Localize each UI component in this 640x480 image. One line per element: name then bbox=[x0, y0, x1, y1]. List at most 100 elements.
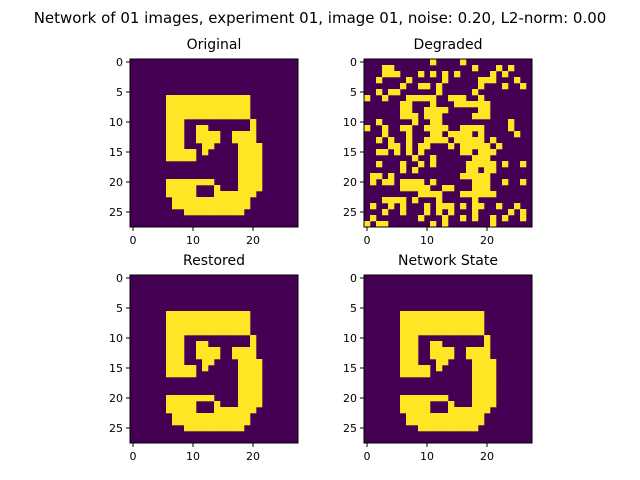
pixel-on bbox=[208, 95, 215, 102]
pixel-on bbox=[172, 335, 179, 342]
pixel-on bbox=[520, 215, 527, 222]
pixel-on bbox=[178, 311, 185, 318]
pixel-on bbox=[250, 131, 257, 138]
pixel-on bbox=[196, 203, 203, 210]
pixel-on bbox=[436, 197, 443, 204]
pixel-on bbox=[412, 119, 419, 126]
pixel-on bbox=[406, 107, 413, 114]
pixel-on bbox=[442, 413, 449, 420]
pixel-on bbox=[442, 125, 449, 132]
pixel-on bbox=[202, 329, 209, 336]
pixel-on bbox=[448, 143, 455, 150]
y-tick-label: 0 bbox=[350, 272, 357, 285]
pixel-on bbox=[472, 173, 479, 180]
pixel-on bbox=[454, 95, 461, 102]
pixel-on bbox=[472, 323, 479, 330]
pixel-on bbox=[184, 425, 191, 432]
pixel-on bbox=[478, 179, 485, 186]
pixel-on bbox=[412, 365, 419, 372]
pixel-on bbox=[244, 155, 251, 162]
pixel-on bbox=[442, 323, 449, 330]
pixel-on bbox=[490, 395, 497, 402]
pixel-on bbox=[208, 131, 215, 138]
pixel-on bbox=[244, 149, 251, 156]
pixel-on bbox=[454, 329, 461, 336]
pixel-on bbox=[478, 131, 485, 138]
pixel-on bbox=[190, 413, 197, 420]
pixel-on bbox=[508, 209, 515, 216]
pixel-on bbox=[202, 347, 209, 354]
pixel-on bbox=[190, 365, 197, 372]
pixel-on bbox=[436, 203, 443, 210]
pixel-on bbox=[430, 317, 437, 324]
pixel-on bbox=[244, 113, 251, 120]
pixel-on bbox=[202, 137, 209, 144]
pixel-on bbox=[394, 197, 401, 204]
pixel-on bbox=[172, 197, 179, 204]
pixel-on bbox=[424, 317, 431, 324]
pixel-on bbox=[220, 113, 227, 120]
pixel-on bbox=[238, 425, 245, 432]
pixel-on bbox=[430, 113, 437, 120]
pixel-on bbox=[238, 407, 245, 414]
pixel-on bbox=[166, 179, 173, 186]
pixel-on bbox=[418, 407, 425, 414]
pixel-on bbox=[250, 119, 257, 126]
pixel-on bbox=[388, 65, 395, 72]
pixel-on bbox=[502, 71, 509, 78]
pixel-on bbox=[490, 365, 497, 372]
pixel-on bbox=[184, 413, 191, 420]
pixel-on bbox=[196, 419, 203, 426]
pixel-on bbox=[178, 101, 185, 108]
pixel-on bbox=[250, 149, 257, 156]
x-tick-label: 10 bbox=[420, 450, 434, 463]
pixel-on bbox=[166, 335, 173, 342]
pixel-on bbox=[478, 407, 485, 414]
pixel-on bbox=[238, 137, 245, 144]
pixel-on bbox=[442, 395, 449, 402]
pixel-on bbox=[418, 413, 425, 420]
pixel-on bbox=[166, 341, 173, 348]
pixel-on bbox=[184, 203, 191, 210]
pixel-on bbox=[166, 185, 173, 192]
pixel-on bbox=[484, 191, 491, 198]
pixel-on bbox=[418, 191, 425, 198]
pixel-on bbox=[184, 323, 191, 330]
pixel-on bbox=[448, 407, 455, 414]
pixel-on bbox=[472, 113, 479, 120]
pixel-on bbox=[190, 371, 197, 378]
y-tick-label: 0 bbox=[116, 272, 123, 285]
pixel-on bbox=[478, 347, 485, 354]
pixel-on bbox=[208, 179, 215, 186]
pixel-on bbox=[238, 197, 245, 204]
pixel-on bbox=[508, 119, 515, 126]
pixel-on bbox=[244, 389, 251, 396]
pixel-on bbox=[226, 317, 233, 324]
pixel-on bbox=[172, 191, 179, 198]
pixel-on bbox=[436, 107, 443, 114]
pixel-on bbox=[400, 125, 407, 132]
pixel-on bbox=[244, 95, 251, 102]
pixel-on bbox=[250, 371, 257, 378]
pixel-on bbox=[190, 317, 197, 324]
pixel-on bbox=[232, 317, 239, 324]
pixel-on bbox=[208, 317, 215, 324]
pixel-on bbox=[436, 395, 443, 402]
pixel-on bbox=[166, 371, 173, 378]
pixel-on bbox=[244, 407, 251, 414]
pixel-on bbox=[256, 377, 263, 384]
pixel-on bbox=[400, 347, 407, 354]
pixel-on bbox=[214, 185, 221, 192]
pixel-on bbox=[208, 323, 215, 330]
pixel-on bbox=[208, 395, 215, 402]
pixel-on bbox=[478, 317, 485, 324]
pixel-on bbox=[178, 95, 185, 102]
pixel-on bbox=[238, 107, 245, 114]
pixel-on bbox=[172, 353, 179, 360]
pixel-on bbox=[214, 197, 221, 204]
panel-title: Restored bbox=[183, 253, 245, 269]
pixel-on bbox=[178, 335, 185, 342]
pixel-on bbox=[484, 335, 491, 342]
pixel-on bbox=[400, 113, 407, 120]
panel-title: Network State bbox=[398, 253, 498, 269]
